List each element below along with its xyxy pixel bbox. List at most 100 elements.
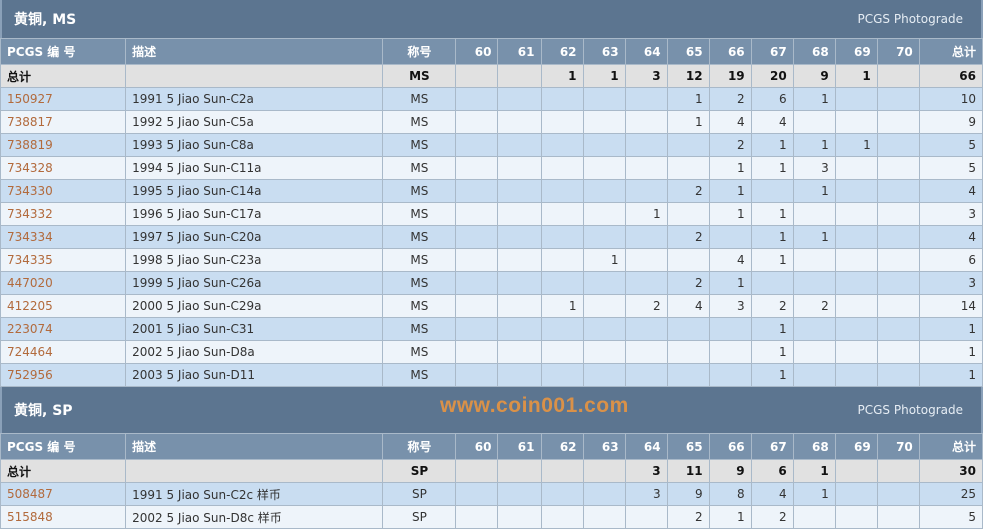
column-header[interactable]: 67	[750, 433, 794, 460]
designation-cell: MS	[382, 225, 457, 249]
grade-count-cell	[708, 225, 752, 249]
description-cell: 1991 5 Jiao Sun-C2c 样币	[125, 482, 384, 506]
total-cell	[834, 459, 878, 483]
column-header[interactable]: 65	[666, 38, 710, 65]
column-header[interactable]: 70	[876, 38, 920, 65]
grade-count-cell	[582, 110, 626, 134]
grade-count-cell	[624, 317, 668, 341]
designation-cell: MS	[382, 87, 457, 111]
column-header[interactable]: PCGS 编 号	[0, 433, 127, 460]
grade-count-cell	[792, 505, 836, 529]
column-header[interactable]: 67	[750, 38, 794, 65]
total-row: 总计 SP 3 11 9 6 1 30	[0, 459, 983, 483]
grade-count-cell	[792, 317, 836, 341]
column-header[interactable]: 64	[624, 38, 668, 65]
description-cell: 2003 5 Jiao Sun-D11	[125, 363, 384, 387]
column-header[interactable]: 总计	[918, 38, 983, 65]
table-row: 734334 1997 5 Jiao Sun-C20a MS 2 1 1 4	[0, 225, 983, 249]
pcgs-number-link[interactable]: 508487	[7, 487, 53, 501]
grade-count-cell	[666, 133, 710, 157]
column-header[interactable]: 60	[455, 38, 499, 65]
pcgs-number-link[interactable]: 150927	[7, 92, 53, 106]
pcgs-number-link[interactable]: 752956	[7, 368, 53, 382]
photograde-link[interactable]: PCGS Photograde	[857, 12, 963, 26]
total-cell: 3	[624, 459, 668, 483]
column-header[interactable]: 69	[834, 38, 878, 65]
table-row: 734332 1996 5 Jiao Sun-C17a MS 1 1 1 3	[0, 202, 983, 226]
pcgs-number-link[interactable]: 734330	[7, 184, 53, 198]
grade-count-cell	[792, 202, 836, 226]
total-cell: SP	[382, 459, 457, 483]
grade-count-cell: 4	[708, 248, 752, 272]
column-header[interactable]: 总计	[918, 433, 983, 460]
grade-count-cell	[624, 156, 668, 180]
grade-count-cell	[497, 156, 542, 180]
column-header[interactable]: 称号	[382, 38, 457, 65]
grade-count-cell	[455, 482, 499, 506]
total-cell: 总计	[0, 459, 127, 483]
pcgs-number-link[interactable]: 734328	[7, 161, 53, 175]
grade-count-cell: 5	[918, 133, 983, 157]
pcgs-number-link[interactable]: 738819	[7, 138, 53, 152]
grade-count-cell: 8	[708, 482, 752, 506]
column-header[interactable]: 69	[834, 433, 878, 460]
column-header[interactable]: 62	[540, 38, 584, 65]
grade-count-cell	[540, 225, 584, 249]
column-header[interactable]: 60	[455, 433, 499, 460]
grade-count-cell: 2	[708, 87, 752, 111]
column-header[interactable]: 66	[708, 38, 752, 65]
description-cell: 2001 5 Jiao Sun-C31	[125, 317, 384, 341]
total-cell: 1	[540, 64, 584, 88]
grade-count-cell: 1	[708, 202, 752, 226]
pcgs-number-link[interactable]: 738817	[7, 115, 53, 129]
column-header-row: PCGS 编 号描述 称号 60 61 62 63 64 65 66 67 68 69 70 总计	[0, 38, 983, 65]
pcgs-number-link[interactable]: 734332	[7, 207, 53, 221]
column-header[interactable]: 描述	[125, 433, 384, 460]
pcgs-number-link[interactable]: 412205	[7, 299, 53, 313]
total-cell: 12	[666, 64, 710, 88]
total-cell	[497, 459, 542, 483]
column-header[interactable]: 70	[876, 433, 920, 460]
column-header[interactable]: 65	[666, 433, 710, 460]
column-header[interactable]: PCGS 编 号	[0, 38, 127, 65]
grade-count-cell	[497, 505, 542, 529]
grade-count-cell	[497, 133, 542, 157]
description-cell: 1995 5 Jiao Sun-C14a	[125, 179, 384, 203]
grade-count-cell	[540, 248, 584, 272]
column-header[interactable]: 66	[708, 433, 752, 460]
grade-count-cell	[876, 202, 920, 226]
total-cell: 30	[918, 459, 983, 483]
pcgs-number-link[interactable]: 515848	[7, 510, 53, 524]
grade-count-cell	[540, 156, 584, 180]
column-header[interactable]: 63	[582, 38, 626, 65]
pcgs-number-link[interactable]: 724464	[7, 345, 53, 359]
column-header[interactable]: 68	[792, 38, 836, 65]
column-header[interactable]: 63	[582, 433, 626, 460]
grade-count-cell	[876, 225, 920, 249]
total-row: 总计 MS 1 1 3 12 19 20 9 1 66	[0, 64, 983, 88]
column-header[interactable]: 61	[497, 433, 542, 460]
description-cell: 2002 5 Jiao Sun-D8c 样币	[125, 505, 384, 529]
grade-count-cell	[455, 363, 499, 387]
column-header[interactable]: 称号	[382, 433, 457, 460]
grade-count-cell: 1	[750, 317, 794, 341]
pcgs-number-link[interactable]: 447020	[7, 276, 53, 290]
grade-count-cell	[666, 156, 710, 180]
photograde-link[interactable]: PCGS Photograde	[857, 403, 963, 417]
pcgs-number-link[interactable]: 734334	[7, 230, 53, 244]
column-header[interactable]: 描述	[125, 38, 384, 65]
table-row: 412205 2000 5 Jiao Sun-C29a MS 1 2 4 3 2 2 14	[0, 294, 983, 318]
grade-count-cell	[582, 202, 626, 226]
grade-count-cell	[497, 202, 542, 226]
grade-count-cell	[624, 340, 668, 364]
total-cell: 1	[582, 64, 626, 88]
designation-cell: MS	[382, 202, 457, 226]
column-header[interactable]: 62	[540, 433, 584, 460]
grade-count-cell: 3	[918, 202, 983, 226]
pcgs-number-link[interactable]: 223074	[7, 322, 53, 336]
column-header[interactable]: 64	[624, 433, 668, 460]
grade-count-cell	[834, 87, 878, 111]
pcgs-number-link[interactable]: 734335	[7, 253, 53, 267]
column-header[interactable]: 68	[792, 433, 836, 460]
column-header[interactable]: 61	[497, 38, 542, 65]
